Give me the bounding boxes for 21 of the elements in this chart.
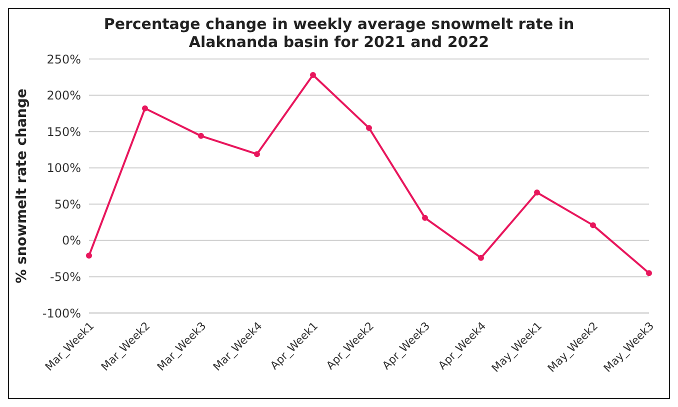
y-tick-label: 50%: [54, 197, 81, 212]
y-tick-label: 200%: [46, 88, 81, 103]
point: [86, 252, 92, 259]
point: [478, 254, 484, 261]
y-tick-label: -50%: [50, 270, 81, 284]
point: [198, 132, 204, 139]
point: [310, 72, 316, 78]
point: [366, 124, 372, 131]
y-tick-label: 0%: [62, 234, 81, 248]
point: [142, 105, 148, 112]
y-tick-label: -100%: [42, 306, 81, 320]
point: [590, 222, 596, 228]
point: [646, 270, 652, 276]
chart-title: Percentage change in weekly average snowmelt rate in Alaknanda basin for 2021 and 2022: [102, 14, 576, 51]
y-tick-label: 250%: [46, 52, 81, 66]
y-tick-label: 100%: [46, 161, 81, 176]
point: [254, 151, 260, 158]
y-tick-label: 150%: [46, 124, 81, 139]
point: [534, 190, 540, 196]
y-axis-title: % snowmelt rate change: [14, 88, 30, 284]
point: [422, 214, 428, 221]
